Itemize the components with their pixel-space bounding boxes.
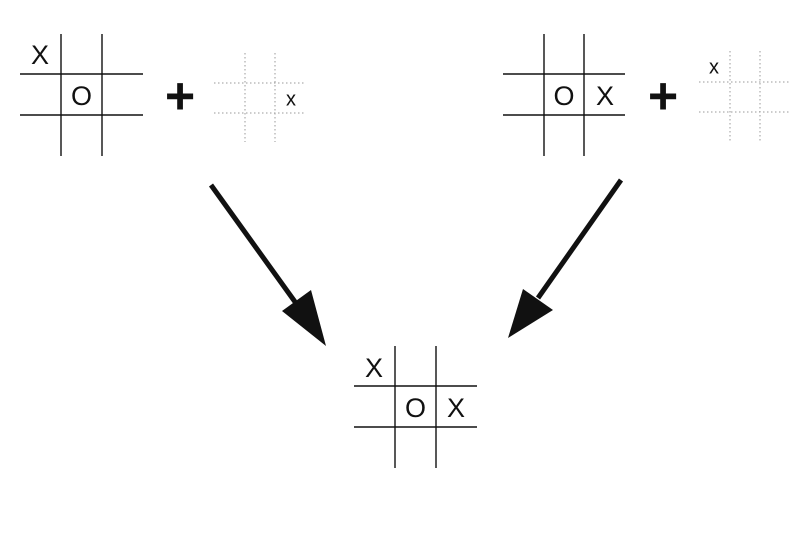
arrow-left xyxy=(208,183,326,346)
board-top-left: X O xyxy=(20,34,143,156)
board-top-right-cell-1-1: O xyxy=(553,81,574,111)
board-result-cell-1-2: X xyxy=(447,393,465,423)
board-result-cell-0-0: X xyxy=(365,353,383,383)
board-top-right-move-cell-0-0: x xyxy=(709,56,719,78)
board-top-left-move: x xyxy=(214,53,305,142)
board-result: X O X xyxy=(354,346,477,468)
board-top-left-move-grid xyxy=(214,53,305,142)
arrow-right xyxy=(508,178,624,338)
board-top-right: O X xyxy=(503,34,625,156)
board-top-left-grid xyxy=(20,34,143,156)
arrow-left-head xyxy=(282,290,326,346)
board-result-cell-1-1: O xyxy=(405,393,426,423)
board-top-right-move-grid xyxy=(699,51,790,141)
plus-sign-left: + xyxy=(165,68,195,126)
board-top-left-cell-1-1: O xyxy=(71,81,92,111)
board-top-left-move-cell-1-2: x xyxy=(286,88,296,110)
board-top-right-move: x xyxy=(699,51,790,141)
board-result-grid xyxy=(354,346,477,468)
board-top-right-grid xyxy=(503,34,625,156)
arrow-right-head xyxy=(508,289,553,338)
board-top-left-cell-0-0: X xyxy=(31,40,49,70)
plus-sign-right: + xyxy=(648,68,678,126)
board-top-right-cell-1-2: X xyxy=(596,81,614,111)
